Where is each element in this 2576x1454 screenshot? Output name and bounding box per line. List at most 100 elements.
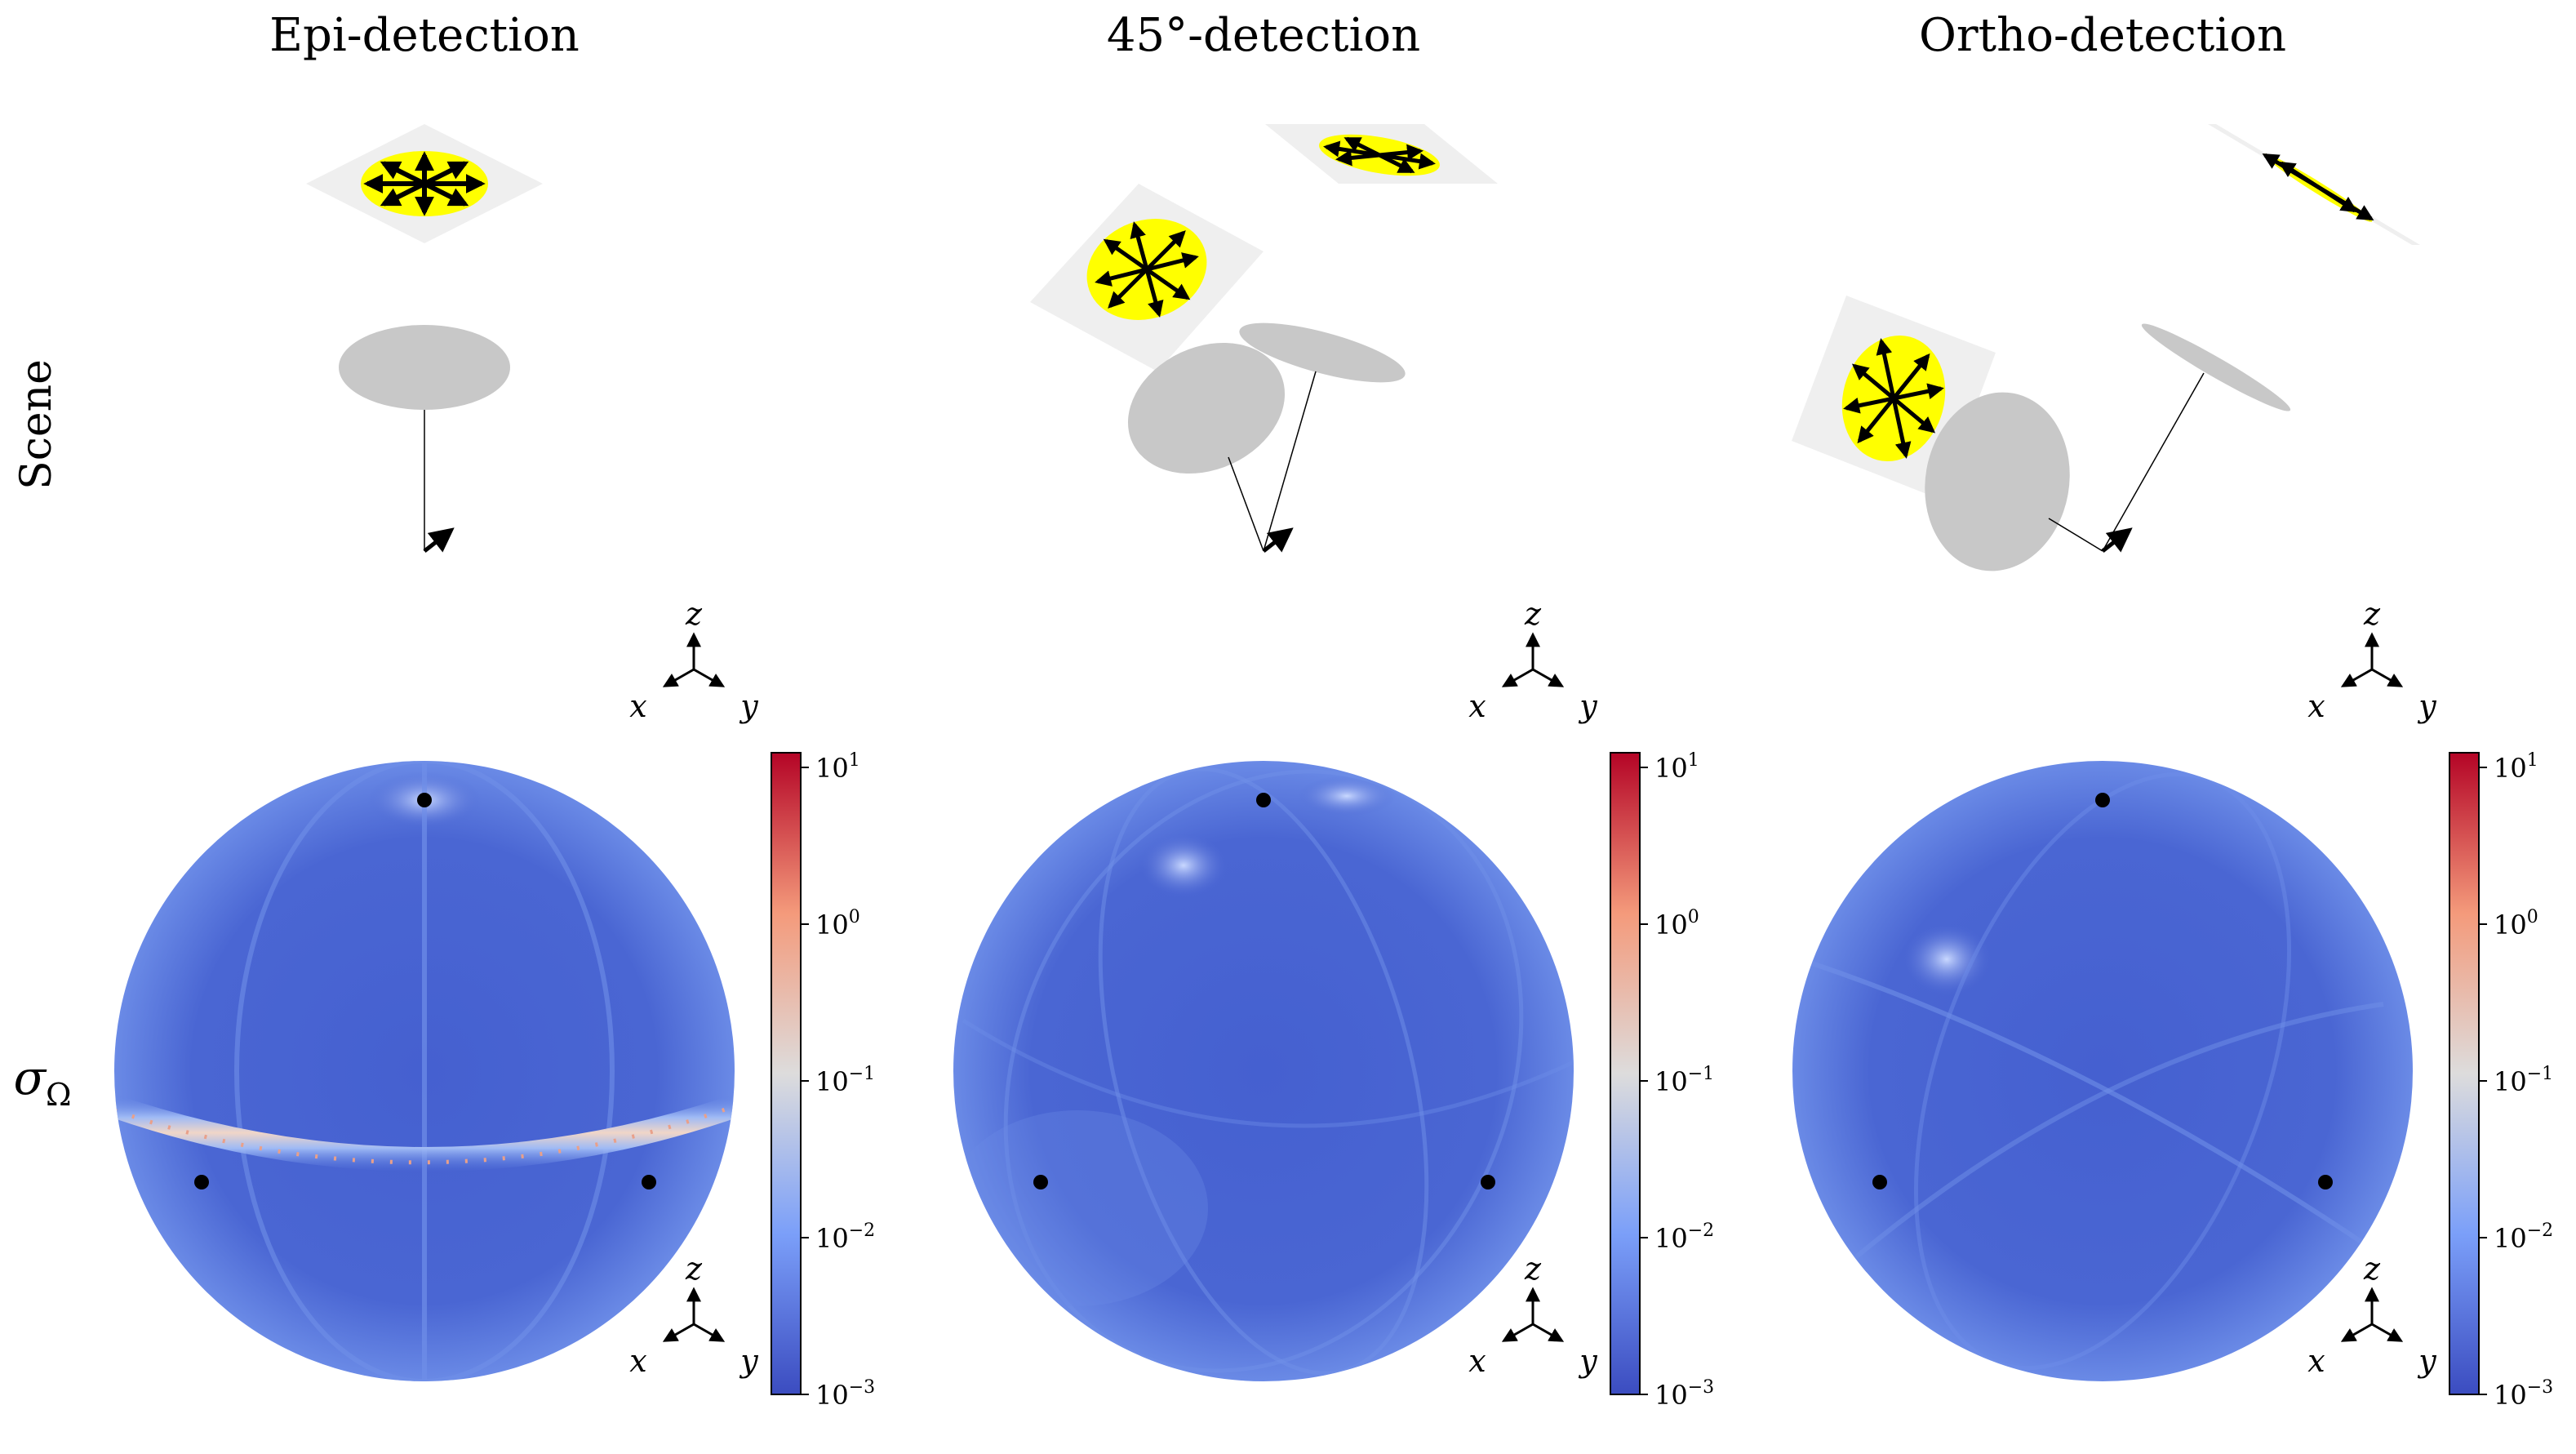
colorbar-tick: 10−1 (801, 1064, 875, 1097)
colorbar-tick: 10−3 (1640, 1377, 1714, 1411)
axis-label-y: y (1578, 1343, 1597, 1379)
colorbar-epi: 101 100 10−1 10−2 10−3 (771, 750, 875, 1411)
svg-text:10−2: 10−2 (815, 1221, 875, 1254)
axis-label-z: z (1524, 1251, 1542, 1287)
axis-label-z: z (685, 1251, 703, 1287)
svg-text:10−3: 10−3 (1654, 1377, 1714, 1411)
axis-triad-lower-45: z x y (1468, 1251, 1597, 1379)
sample-point (1872, 1175, 1887, 1189)
axis-label-y: y (739, 688, 758, 724)
svg-text:10−3: 10−3 (815, 1377, 875, 1411)
row-label-scene: Scene (12, 359, 61, 490)
sphere-epi (114, 761, 735, 1381)
detector-arrow (2101, 527, 2133, 553)
colorbar-ticks: 101 100 10−1 10−2 10−3 (801, 750, 875, 1411)
colorbar-ticks: 101 100 10−1 10−2 10−3 (2479, 750, 2553, 1411)
svg-text:10−1: 10−1 (2494, 1064, 2553, 1097)
sample-point (1481, 1175, 1495, 1189)
dipole-arrows (1843, 338, 1944, 459)
sample-point (2095, 793, 2110, 807)
colorbar-tick: 100 (1640, 907, 1699, 940)
axis-triad-lower-ortho: z x y (2307, 1251, 2436, 1379)
axis-label-x: x (2307, 688, 2325, 724)
dipole-arrows-secondary (1323, 136, 1436, 174)
svg-text:10−1: 10−1 (1654, 1064, 1714, 1097)
colorbar-45: 101 100 10−1 10−2 10−3 (1610, 750, 1714, 1411)
great-circle (1098, 767, 1429, 1376)
axis-label-x: x (2307, 1343, 2325, 1379)
colorbar-tick: 10−1 (2479, 1064, 2553, 1097)
colorbar-tick: 10−1 (1640, 1064, 1714, 1097)
colorbar-tick: 10−3 (801, 1377, 875, 1411)
axis-label-z: z (2363, 596, 2381, 632)
scene-epi (306, 124, 543, 553)
lens (1925, 392, 2070, 571)
sample-point (417, 793, 432, 807)
lens (1127, 342, 1286, 474)
colorbar-tick: 10−2 (2479, 1221, 2553, 1254)
axis-label-x: x (629, 688, 646, 724)
optical-axis-secondary (2102, 372, 2205, 552)
axis-label-x: x (1468, 1343, 1486, 1379)
colorbar-tick: 101 (1640, 750, 1699, 784)
axis-triad-lower-epi: z x y (629, 1251, 758, 1379)
colorbar-tick: 101 (2479, 750, 2538, 784)
colorbar-gradient (1610, 752, 1641, 1395)
colorbar-tick: 10−2 (801, 1221, 875, 1254)
axis-label-x: x (629, 1343, 646, 1379)
great-circle (1835, 1002, 2384, 1276)
colorbar-ortho: 101 100 10−1 10−2 10−3 (2449, 750, 2553, 1411)
optical-axis (1228, 456, 1264, 552)
axis-triad-upper-ortho: z x y (2307, 596, 2436, 724)
colorbar-tick: 101 (801, 750, 860, 784)
column-title-45: 45°-detection (1107, 9, 1420, 62)
dipole-arrows (1095, 221, 1199, 318)
svg-text:100: 100 (815, 907, 860, 940)
column-title-ortho: Ortho-detection (1919, 9, 2286, 62)
row-label-sigma: σΩ (13, 1050, 71, 1113)
svg-text:101: 101 (815, 750, 860, 784)
sigma-subscript: Ω (46, 1077, 72, 1113)
axis-label-z: z (2363, 1251, 2381, 1287)
great-circle (234, 761, 615, 1381)
glow-region (953, 1110, 1208, 1306)
great-circle (962, 1018, 1574, 1128)
dipole-arrows (363, 151, 486, 216)
axis-label-x: x (1468, 688, 1486, 724)
colorbar-tick: 10−2 (1640, 1221, 1714, 1254)
sphere-45 (953, 761, 1574, 1381)
colorbar-tick: 10−3 (2479, 1377, 2553, 1411)
svg-text:100: 100 (2494, 907, 2538, 940)
svg-text:101: 101 (2494, 750, 2538, 784)
lens-secondary (2141, 323, 2291, 411)
sample-point (2318, 1175, 2333, 1189)
glow-spot (1902, 923, 1992, 996)
axis-label-y: y (2417, 688, 2436, 724)
colorbar-ticks: 101 100 10−1 10−2 10−3 (1640, 750, 1714, 1411)
axis-label-y: y (2417, 1343, 2436, 1379)
axis-label-y: y (739, 1343, 758, 1379)
dipole-arrows-secondary (2262, 153, 2374, 221)
detector-arrow (423, 527, 455, 553)
svg-text:101: 101 (1654, 750, 1699, 784)
colorbar-gradient (2449, 752, 2480, 1395)
lens (339, 325, 510, 410)
glow-spot (1139, 833, 1228, 898)
column-title-epi: Epi-detection (269, 9, 580, 62)
scene-45 (1030, 124, 1498, 553)
svg-text:10−1: 10−1 (815, 1064, 875, 1097)
optical-axis (2048, 518, 2103, 552)
lens-secondary (1239, 322, 1406, 383)
axis-label-y: y (1578, 688, 1597, 724)
svg-text:100: 100 (1654, 907, 1699, 940)
optical-axis-secondary (1263, 371, 1317, 552)
scene-ortho (1792, 124, 2420, 571)
colorbar-gradient (771, 752, 802, 1395)
detector-arrow (1262, 527, 1294, 553)
equator-band (114, 1094, 735, 1172)
sample-point (1033, 1175, 1048, 1189)
svg-text:10−3: 10−3 (2494, 1377, 2553, 1411)
sample-point (194, 1175, 209, 1189)
svg-text:10−2: 10−2 (2494, 1221, 2553, 1254)
